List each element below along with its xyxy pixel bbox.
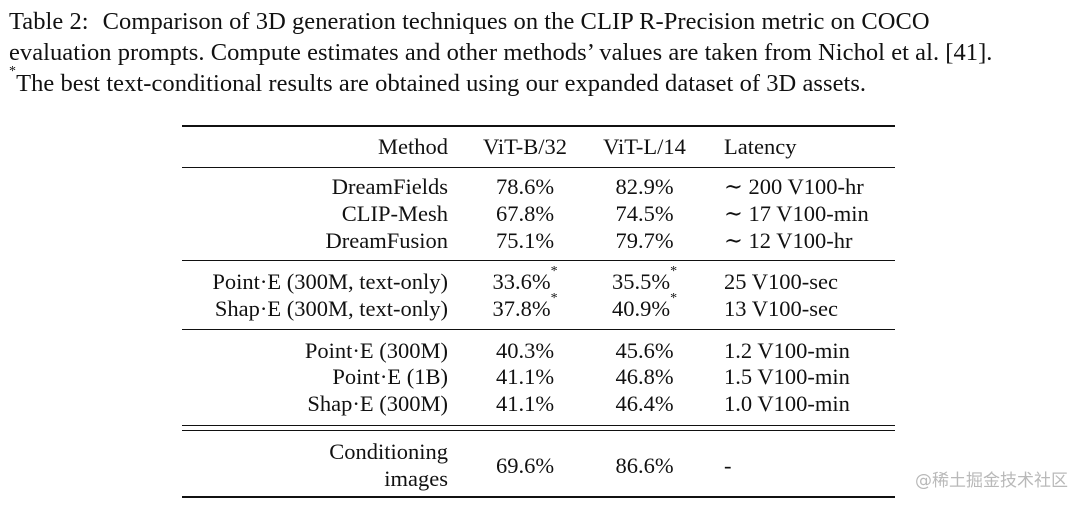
- table-row-dreamfusion-method: DreamFusion: [325, 228, 449, 253]
- table-row-pointe-300m-latency: 1.2 V100-min: [724, 338, 850, 363]
- table-row-shape-text-latency: 13 V100-sec: [724, 296, 838, 321]
- bottom-rule: [182, 496, 895, 498]
- table-row-clipmesh-method: CLIP-Mesh: [341, 201, 448, 226]
- value: 35.5%: [611, 269, 671, 294]
- table-row-dreamfields-vit-l14: 82.9%: [615, 174, 674, 199]
- table-row-clipmesh-vit-l14: 74.5%: [615, 201, 674, 226]
- caption-line-3: *The best text-conditional results are o…: [9, 65, 1077, 99]
- table-row-pointe-text-method: Point·E (300M, text-only): [212, 269, 448, 294]
- header-vit-l14: ViT-L/14: [603, 134, 686, 159]
- table-row-pointe-1b-latency: 1.5 V100-min: [724, 364, 850, 389]
- caption-label: Table 2:: [9, 8, 89, 35]
- header-method: Method: [378, 134, 448, 159]
- table-row-shape-text-method: Shap·E (300M, text-only): [214, 296, 448, 321]
- expanded-dataset-mark: *: [550, 264, 558, 279]
- expanded-dataset-mark: *: [550, 291, 558, 306]
- double-rule-bottom: [182, 430, 895, 432]
- table-row-dreamfusion-latency: ∼ 12 V100-hr: [724, 228, 853, 253]
- header-vit-b32: ViT-B/32: [482, 134, 568, 159]
- caption-line-1: Table 2: Comparison of 3D generation tech…: [9, 6, 1077, 37]
- group-rule-1: [182, 260, 895, 262]
- table-row-conditioning-vit-l14: 86.6%: [615, 453, 674, 478]
- table-row-shape-300m-vit-b32: 41.1%: [495, 391, 555, 416]
- expanded-dataset-mark: *: [670, 291, 678, 306]
- table-row-pointe-1b-vit-b32: 41.1%: [495, 364, 555, 389]
- header-latency: Latency: [724, 134, 797, 159]
- table-row-shape-text-vit-l14: 40.9%*: [597, 292, 692, 322]
- table-row-pointe-1b-method: Point·E (1B): [332, 364, 448, 389]
- expanded-dataset-mark: *: [670, 264, 678, 279]
- double-rule-top: [182, 425, 895, 427]
- table-row-conditioning-vit-b32: 69.6%: [495, 453, 555, 478]
- table-row-shape-300m-vit-l14: 46.4%: [615, 391, 674, 416]
- top-rule: [182, 125, 895, 127]
- group-rule-2: [182, 329, 895, 331]
- table-row-clipmesh-vit-b32: 67.8%: [495, 201, 555, 226]
- table-row-conditioning-method-line1: Conditioning: [329, 439, 448, 464]
- table-caption: Table 2: Comparison of 3D generation tech…: [9, 6, 1077, 99]
- table-row-dreamfields-vit-b32: 78.6%: [495, 174, 555, 199]
- table-row-pointe-text-vit-l14: 35.5%*: [597, 265, 692, 295]
- table-row-conditioning-method-line2: images: [384, 466, 448, 491]
- table-row-pointe-1b-vit-l14: 46.8%: [615, 364, 674, 389]
- value: 40.9%: [611, 296, 671, 321]
- table-row-clipmesh-latency: ∼ 17 V100-min: [724, 201, 869, 226]
- table-row-dreamfields-latency: ∼ 200 V100-hr: [724, 174, 864, 199]
- table-row-dreamfusion-vit-l14: 79.7%: [615, 228, 674, 253]
- caption-text-1: Comparison of 3D generation techniques o…: [102, 8, 930, 35]
- header-rule: [182, 167, 895, 169]
- value: 37.8%: [492, 296, 551, 321]
- table-row-conditioning-latency: -: [724, 453, 732, 478]
- table-row-shape-text-vit-b32: 37.8%*: [480, 292, 570, 322]
- table-row-shape-300m-latency: 1.0 V100-min: [724, 391, 850, 416]
- table-row-shape-300m-method: Shap·E (300M): [307, 391, 448, 416]
- table-row-dreamfusion-vit-b32: 75.1%: [495, 228, 555, 253]
- table-row-pointe-300m-method: Point·E (300M): [304, 338, 448, 363]
- watermark: @稀土掘金技术社区: [915, 471, 1068, 491]
- caption-text-3: The best text-conditional results are ob…: [16, 70, 867, 97]
- table-row-pointe-text-vit-b32: 33.6%*: [480, 265, 570, 295]
- value: 33.6%: [492, 269, 551, 294]
- table-row-pointe-300m-vit-b32: 40.3%: [495, 338, 555, 363]
- table-row-pointe-text-latency: 25 V100-sec: [724, 269, 838, 294]
- table-row-dreamfields-method: DreamFields: [331, 174, 448, 199]
- caption-line-2: evaluation prompts. Compute estimates an…: [9, 39, 993, 66]
- table-row-pointe-300m-vit-l14: 45.6%: [615, 338, 674, 363]
- caption-star: *: [9, 64, 17, 79]
